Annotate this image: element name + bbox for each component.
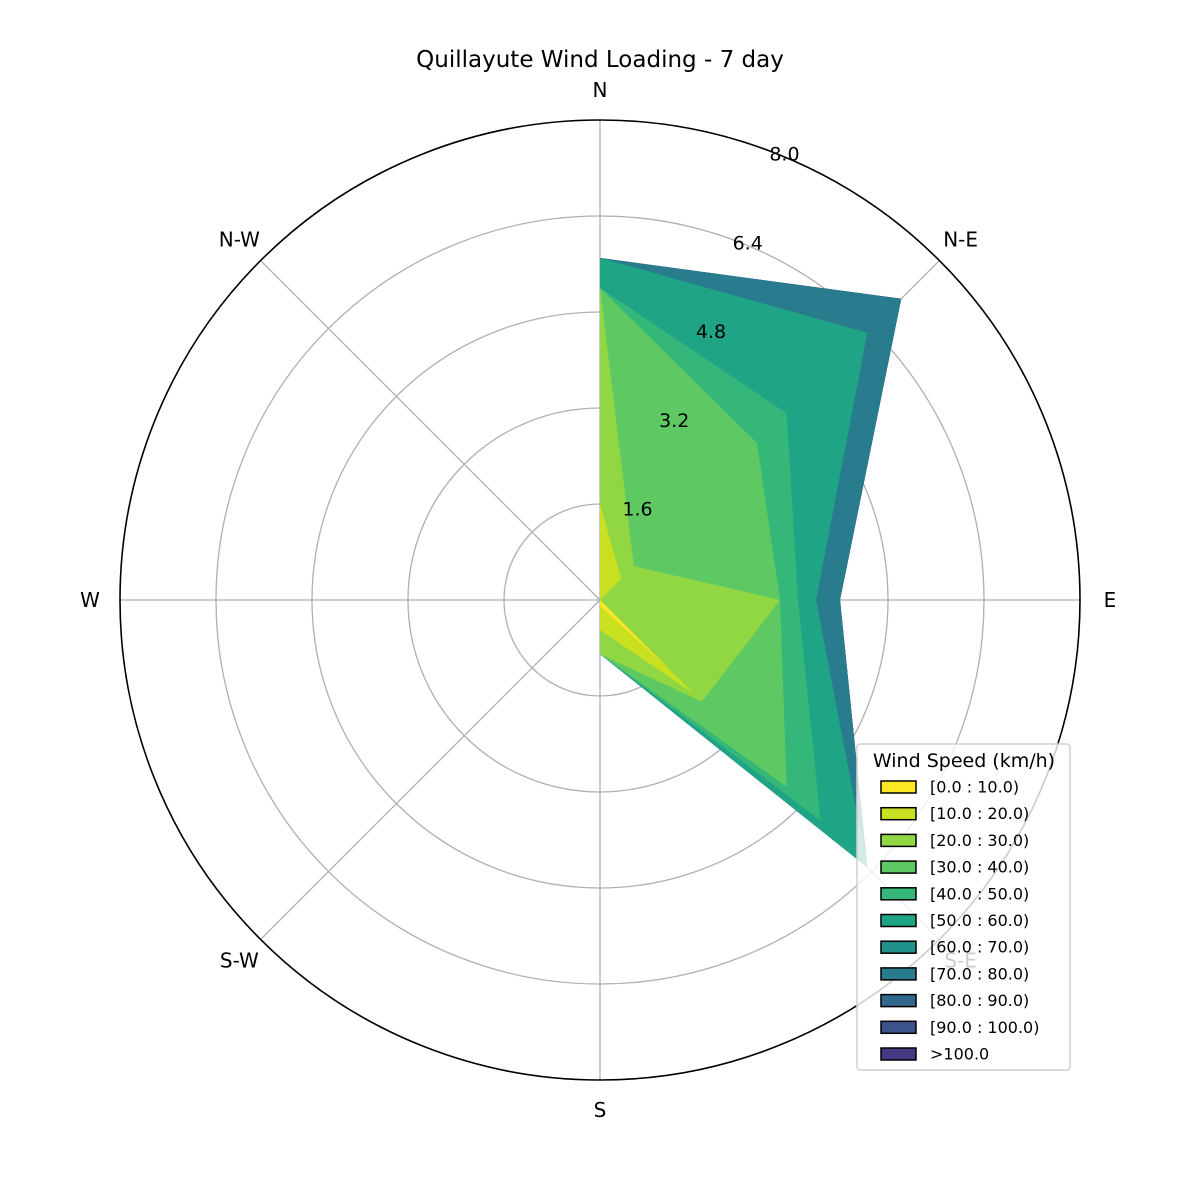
legend-swatch [880, 860, 917, 874]
legend-swatch [880, 1047, 917, 1061]
radial-tick-label: 4.8 [696, 321, 726, 343]
legend-entry-label: [80.0 : 90.0) [930, 991, 1029, 1010]
direction-label-e: E [1104, 588, 1117, 612]
legend-entry-label: [90.0 : 100.0) [930, 1018, 1039, 1037]
direction-label-w: W [80, 588, 100, 612]
legend-entry-label: [0.0 : 10.0) [930, 778, 1019, 797]
legend-swatch [880, 913, 917, 928]
wind-area-1 [600, 504, 694, 694]
radial-tick-label: 1.6 [622, 498, 652, 520]
wind-area-0 [600, 600, 668, 668]
legend-entry-label: [70.0 : 80.0) [930, 964, 1029, 983]
legend-swatch [880, 887, 917, 901]
legend-title: Wind Speed (km/h) [873, 750, 1055, 772]
legend-entry-label: >100.0 [930, 1045, 989, 1064]
legend-entry-label: [10.0 : 20.0) [930, 804, 1029, 823]
legend-swatch [880, 940, 917, 954]
legend-swatch [880, 993, 917, 1008]
legend-swatch [880, 806, 917, 821]
direction-label-n-e: N-E [943, 227, 978, 251]
chart-title: Quillayute Wind Loading - 7 day [416, 47, 784, 73]
legend-swatch [880, 1020, 917, 1035]
legend-entry-label: [40.0 : 50.0) [930, 884, 1029, 903]
radial-tick-label: 3.2 [659, 410, 689, 432]
direction-label-n: N [593, 78, 608, 102]
legend-entry-label: [60.0 : 70.0) [930, 938, 1029, 957]
legend-entries: [0.0 : 10.0) [10.0 : 20.0) [20.0 : 30.0) [3… [880, 778, 1039, 1064]
legend-entry-label: [20.0 : 30.0) [930, 831, 1029, 850]
outer-frame [119, 119, 1081, 1081]
legend-frame [856, 743, 1071, 1071]
direction-label-s-w: S-W [220, 949, 259, 973]
legend-entry-label: [30.0 : 40.0) [930, 858, 1029, 877]
wind-area-layers [600, 258, 902, 868]
wind-area-2 [600, 288, 780, 702]
direction-label-s: S [594, 1098, 607, 1122]
grid-spoke-5 [260, 599, 601, 940]
radial-tick-label: 6.4 [733, 232, 763, 254]
axis-labels: NN-EES-ESS-WWN-W1.63.24.86.48.0 [80, 78, 1116, 1122]
legend-swatch [880, 967, 917, 981]
legend-swatch [880, 833, 917, 848]
legend: Wind Speed (km/h) [0.0 : 10.0) [10.0 : 20… [856, 743, 1071, 1071]
outer-circle [119, 119, 1081, 1081]
legend-swatch [880, 780, 917, 794]
radial-tick-label: 8.0 [769, 144, 799, 166]
grid-spoke-7 [260, 260, 601, 601]
direction-label-n-w: N-W [219, 227, 260, 251]
legend-entry-label: [50.0 : 60.0) [930, 911, 1029, 930]
